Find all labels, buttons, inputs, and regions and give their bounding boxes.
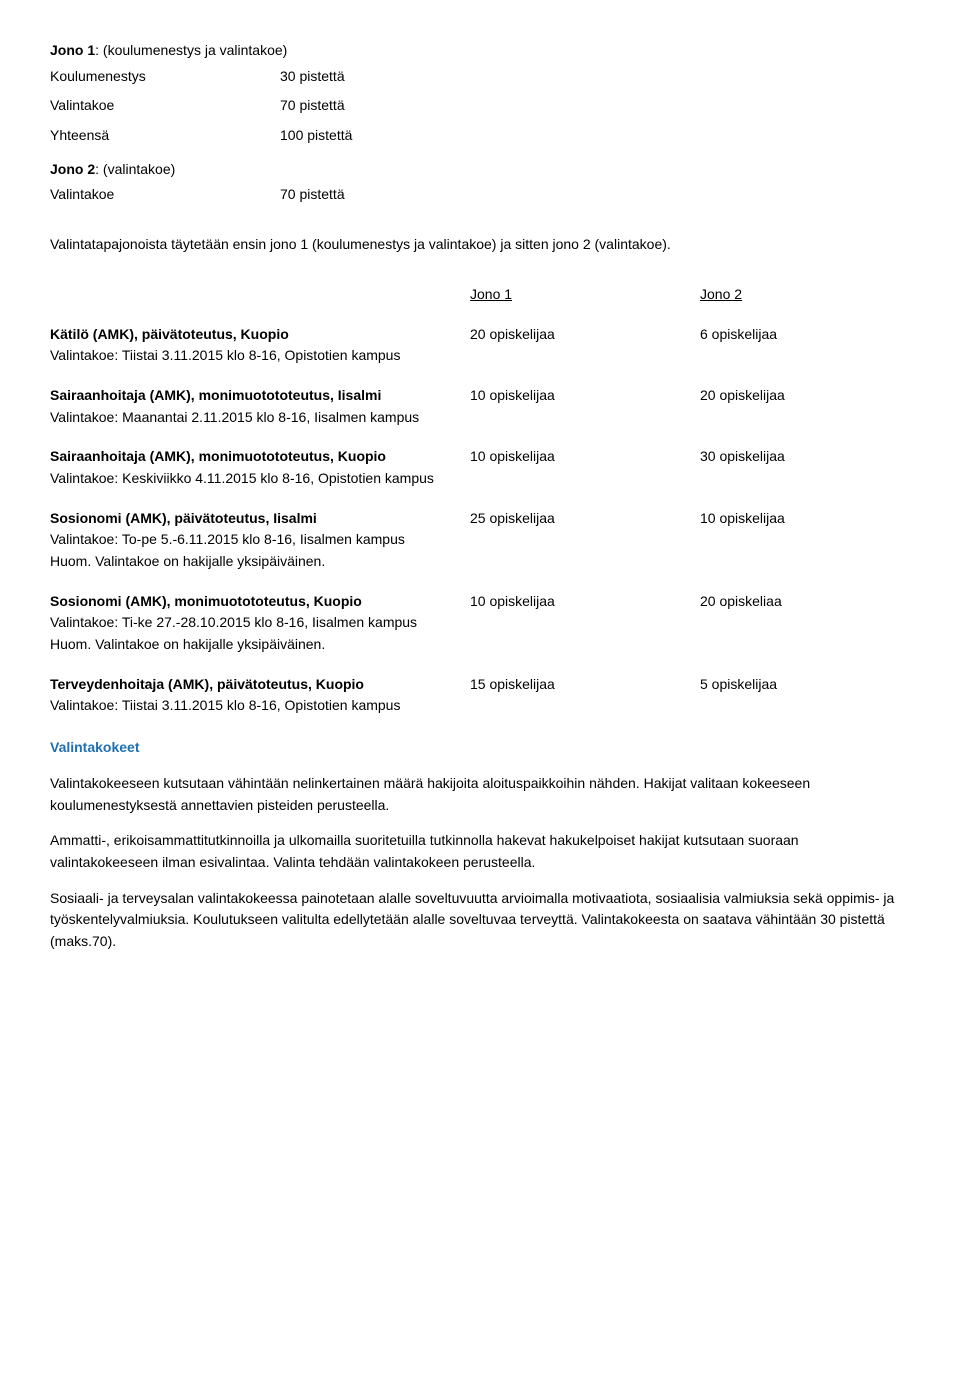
lead-paragraph: Valintatapajonoista täytetään ensin jono… <box>50 234 910 256</box>
header-jono1: Jono 1 <box>470 284 700 306</box>
entry-jono1-value: 15 opiskelijaa <box>470 674 700 696</box>
table-row: Koulumenestys 30 pistettä <box>50 62 400 92</box>
program-entry: Sosionomi (AMK), monimuotototeutus, Kuop… <box>50 591 910 656</box>
entry-detail: Valintakoe: Tiistai 3.11.2015 klo 8-16, … <box>50 695 910 717</box>
entry-jono2-value: 5 opiskelijaa <box>700 674 850 696</box>
points-label: Valintakoe <box>50 180 280 210</box>
entry-row: Sairaanhoitaja (AMK), monimuotototeutus,… <box>50 385 910 407</box>
valintakokeet-p2: Ammatti-, erikoisammattitutkinnoilla ja … <box>50 830 910 873</box>
entry-title: Sairaanhoitaja (AMK), monimuotototeutus,… <box>50 385 470 407</box>
points-value: 100 pistettä <box>280 121 400 151</box>
valintakokeet-heading: Valintakokeet <box>50 737 910 759</box>
entry-detail: Valintakoe: Ti-ke 27.-28.10.2015 klo 8-1… <box>50 612 910 634</box>
entry-detail: Valintakoe: Maanantai 2.11.2015 klo 8-16… <box>50 407 910 429</box>
program-entry: Kätilö (AMK), päivätoteutus, Kuopio 20 o… <box>50 324 910 367</box>
entry-row: Sosionomi (AMK), monimuotototeutus, Kuop… <box>50 591 910 613</box>
points-value: 30 pistettä <box>280 62 400 92</box>
table-row: Valintakoe 70 pistettä <box>50 91 400 121</box>
entry-jono1-value: 25 opiskelijaa <box>470 508 700 530</box>
entry-jono2-value: 30 opiskelijaa <box>700 446 850 468</box>
points-label: Koulumenestys <box>50 62 280 92</box>
entry-title: Sosionomi (AMK), päivätoteutus, Iisalmi <box>50 508 470 530</box>
jono2-table: Valintakoe 70 pistettä <box>50 180 400 210</box>
entry-row: Terveydenhoitaja (AMK), päivätoteutus, K… <box>50 674 910 696</box>
program-entry: Terveydenhoitaja (AMK), päivätoteutus, K… <box>50 674 910 717</box>
program-entry: Sosionomi (AMK), päivätoteutus, Iisalmi … <box>50 508 910 573</box>
column-headers: Jono 1 Jono 2 <box>50 284 910 306</box>
entry-jono2-value: 10 opiskelijaa <box>700 508 850 530</box>
entry-jono1-value: 10 opiskelijaa <box>470 591 700 613</box>
entry-title: Sairaanhoitaja (AMK), monimuotototeutus,… <box>50 446 470 468</box>
entry-detail: Valintakoe: To-pe 5.-6.11.2015 klo 8-16,… <box>50 529 910 551</box>
table-row: Yhteensä 100 pistettä <box>50 121 400 151</box>
jono1-table: Koulumenestys 30 pistettä Valintakoe 70 … <box>50 62 400 151</box>
valintakokeet-p3: Sosiaali- ja terveysalan valintakokeessa… <box>50 888 910 953</box>
entry-detail: Valintakoe: Keskiviikko 4.11.2015 klo 8-… <box>50 468 910 490</box>
entry-jono1-value: 20 opiskelijaa <box>470 324 700 346</box>
jono1-suffix: : (koulumenestys ja valintakoe) <box>95 42 287 58</box>
entry-row: Sosionomi (AMK), päivätoteutus, Iisalmi … <box>50 508 910 530</box>
jono2-prefix: Jono 2 <box>50 161 95 177</box>
jono1-heading: Jono 1: (koulumenestys ja valintakoe) <box>50 40 910 62</box>
program-entry: Sairaanhoitaja (AMK), monimuotototeutus,… <box>50 446 910 489</box>
entry-jono1-value: 10 opiskelijaa <box>470 385 700 407</box>
entry-detail: Huom. Valintakoe on hakijalle yksipäiväi… <box>50 551 910 573</box>
entry-jono1-value: 10 opiskelijaa <box>470 446 700 468</box>
entry-title: Sosionomi (AMK), monimuotototeutus, Kuop… <box>50 591 470 613</box>
jono2-suffix: : (valintakoe) <box>95 161 175 177</box>
program-entry: Sairaanhoitaja (AMK), monimuotototeutus,… <box>50 385 910 428</box>
jono2-heading: Jono 2: (valintakoe) <box>50 159 910 181</box>
entry-title: Kätilö (AMK), päivätoteutus, Kuopio <box>50 324 470 346</box>
entry-title: Terveydenhoitaja (AMK), päivätoteutus, K… <box>50 674 470 696</box>
points-value: 70 pistettä <box>280 180 400 210</box>
points-value: 70 pistettä <box>280 91 400 121</box>
table-row: Valintakoe 70 pistettä <box>50 180 400 210</box>
points-label: Yhteensä <box>50 121 280 151</box>
entry-row: Sairaanhoitaja (AMK), monimuotototeutus,… <box>50 446 910 468</box>
entry-row: Kätilö (AMK), päivätoteutus, Kuopio 20 o… <box>50 324 910 346</box>
entry-jono2-value: 20 opiskeliaa <box>700 591 850 613</box>
entry-jono2-value: 6 opiskelijaa <box>700 324 850 346</box>
points-label: Valintakoe <box>50 91 280 121</box>
entry-jono2-value: 20 opiskelijaa <box>700 385 850 407</box>
valintakokeet-p1: Valintakokeeseen kutsutaan vähintään nel… <box>50 773 910 816</box>
entry-detail: Valintakoe: Tiistai 3.11.2015 klo 8-16, … <box>50 345 910 367</box>
entry-detail: Huom. Valintakoe on hakijalle yksipäiväi… <box>50 634 910 656</box>
header-spacer <box>50 284 470 306</box>
header-jono2: Jono 2 <box>700 284 850 306</box>
jono1-prefix: Jono 1 <box>50 42 95 58</box>
